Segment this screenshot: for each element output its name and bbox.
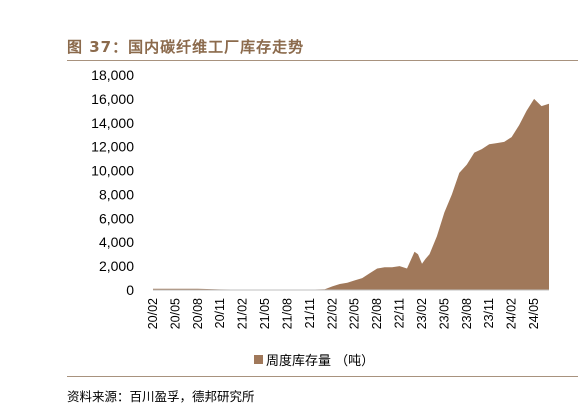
legend-swatch: [254, 355, 263, 364]
figure-title: 图 37：国内碳纤维工厂库存走势: [67, 38, 305, 56]
y-tick-label: 16,000: [91, 91, 134, 107]
x-tick-label: 22/08: [370, 298, 384, 329]
y-tick-label: 10,000: [91, 163, 134, 179]
y-tick-label: 8,000: [99, 186, 134, 202]
inventory-area: [153, 98, 549, 291]
y-tick-label: 6,000: [99, 210, 134, 226]
x-tick-label: 23/02: [415, 298, 429, 329]
x-tick-label: 20/05: [168, 298, 182, 329]
x-tick-label: 23/11: [482, 298, 496, 328]
x-tick-label: 22/05: [348, 298, 362, 329]
source-divider: [67, 376, 578, 377]
x-tick-label: 22/02: [325, 298, 339, 329]
x-axis: 20/02 20/05 20/08 20/11 21/02 21/05 21/08 21/11…: [146, 298, 541, 329]
x-tick-label: 21/08: [281, 298, 295, 329]
x-tick-label: 21/05: [258, 298, 272, 329]
x-tick-label: 24/05: [527, 298, 541, 329]
title-divider: [67, 60, 578, 61]
x-tick-label: 21/02: [236, 298, 250, 329]
y-tick-label: 4,000: [99, 234, 134, 250]
source-note: 资料来源：百川盈孚，德邦研究所: [67, 389, 255, 404]
x-tick-label: 24/02: [505, 298, 519, 329]
y-tick-label: 14,000: [91, 115, 134, 131]
x-tick-label: 20/08: [191, 298, 205, 329]
y-tick-label: 12,000: [91, 139, 134, 155]
x-tick-label: 21/11: [303, 298, 317, 328]
y-tick-label: 18,000: [91, 67, 134, 83]
y-tick-label: 2,000: [99, 258, 134, 274]
x-tick-label: 20/02: [146, 298, 160, 329]
legend: 周度库存量 （吨）: [254, 350, 374, 369]
x-tick-label: 20/11: [213, 298, 227, 328]
y-axis: 0 2,000 4,000 6,000 8,000 10,000 12,000 14,000 1…: [91, 67, 134, 298]
x-tick-label: 22/11: [393, 298, 407, 328]
legend-label: 周度库存量 （吨）: [266, 354, 375, 369]
x-tick-label: 23/08: [460, 298, 474, 329]
y-tick-label: 0: [126, 282, 134, 298]
x-tick-label: 23/05: [437, 298, 451, 329]
